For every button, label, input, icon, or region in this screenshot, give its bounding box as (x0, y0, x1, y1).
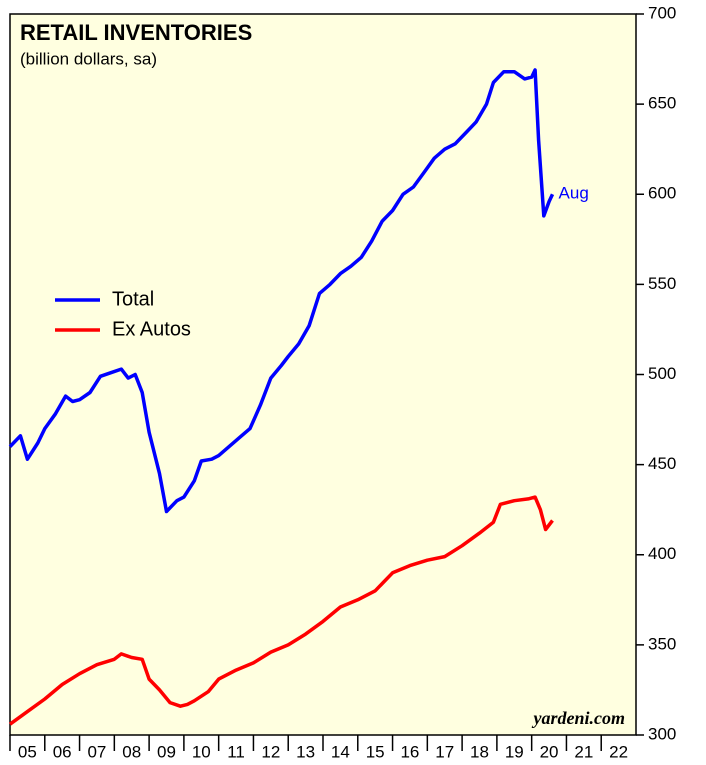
y-tick-label: 450 (648, 454, 676, 473)
x-tick-label: 06 (53, 742, 72, 761)
x-tick-label: 14 (331, 742, 350, 761)
series-line (8, 495, 554, 726)
x-tick-label: 16 (400, 742, 419, 761)
source: yardeni.com (532, 708, 626, 728)
x-tick-label: 07 (87, 742, 106, 761)
chart-subtitle: (billion dollars, sa) (20, 49, 157, 68)
series-line (8, 68, 555, 514)
y-tick-label: 500 (648, 364, 676, 383)
y-tick-label: 650 (648, 94, 676, 113)
legend-label: Ex Autos (112, 318, 191, 340)
x-tick-label: 20 (540, 742, 559, 761)
x-tick-label: 12 (261, 742, 280, 761)
y-tick-label: 550 (648, 274, 676, 293)
x-tick-label: 17 (435, 742, 454, 761)
x-tick-label: 15 (366, 742, 385, 761)
y-tick-label: 700 (648, 3, 676, 22)
x-tick-label: 10 (192, 742, 211, 761)
y-tick-label: 300 (648, 724, 676, 743)
x-tick-label: 11 (227, 742, 245, 761)
x-tick-label: 19 (505, 742, 524, 761)
x-tick-label: 05 (18, 742, 37, 761)
x-tick-label: 13 (296, 742, 315, 761)
legend-label: Total (112, 288, 154, 310)
annotation: Aug (559, 184, 589, 203)
x-tick-label: 22 (609, 742, 628, 761)
y-tick-label: 350 (648, 634, 676, 653)
y-tick-label: 600 (648, 184, 676, 203)
x-tick-label: 09 (157, 742, 176, 761)
x-tick-label: 21 (574, 742, 593, 761)
y-tick-label: 400 (648, 544, 676, 563)
chart-title: RETAIL INVENTORIES (20, 20, 252, 45)
plot-area (9, 13, 637, 736)
x-tick-label: 08 (122, 742, 141, 761)
x-tick-label: 18 (470, 742, 489, 761)
